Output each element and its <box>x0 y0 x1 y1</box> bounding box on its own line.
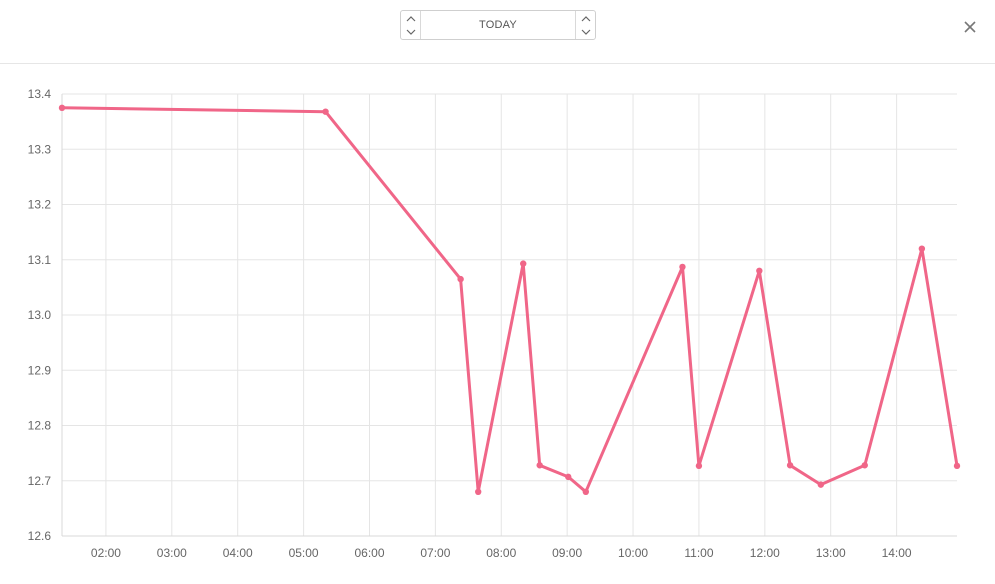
y-tick-label: 13.1 <box>28 253 52 267</box>
date-picker: TODAY <box>400 10 596 40</box>
data-point[interactable] <box>520 260 527 267</box>
data-point[interactable] <box>918 245 926 252</box>
y-tick-label: 12.9 <box>28 363 52 377</box>
data-point[interactable] <box>756 267 763 274</box>
chevron-up-icon <box>581 15 591 21</box>
x-tick-label: 12:00 <box>750 546 780 560</box>
x-tick-label: 02:00 <box>91 546 121 560</box>
data-point[interactable] <box>582 488 590 495</box>
data-point[interactable] <box>786 462 794 469</box>
left-stepper <box>401 11 421 39</box>
x-tick-label: 10:00 <box>618 546 648 560</box>
data-point[interactable] <box>953 462 961 470</box>
x-tick-label: 09:00 <box>552 546 582 560</box>
data-point[interactable] <box>457 275 464 283</box>
date-label[interactable]: TODAY <box>479 19 517 31</box>
y-tick-label: 12.7 <box>28 474 52 488</box>
data-point[interactable] <box>565 473 572 481</box>
x-tick-label: 08:00 <box>486 546 516 560</box>
x-tick-label: 07:00 <box>420 546 450 560</box>
y-tick-label: 12.8 <box>28 419 52 433</box>
x-tick-label: 11:00 <box>684 546 713 560</box>
close-icon <box>964 21 976 33</box>
data-point[interactable] <box>58 104 66 112</box>
series-layer <box>58 104 961 495</box>
chevron-down-icon <box>406 29 416 35</box>
chevron-down-icon <box>581 29 591 35</box>
x-tick-label: 05:00 <box>289 546 319 560</box>
data-point[interactable] <box>695 462 703 470</box>
data-point[interactable] <box>817 481 825 488</box>
right-step-up-button[interactable] <box>576 11 596 25</box>
y-tick-label: 13.0 <box>28 308 52 322</box>
line-chart: 12.6 12.7 12.8 12.9 13.0 13.1 13.2 13.3 13.4 02:0… <box>28 87 961 560</box>
y-tick-label: 13.3 <box>28 142 52 156</box>
right-stepper <box>575 11 595 39</box>
grid-lines <box>62 93 957 537</box>
left-step-up-button[interactable] <box>401 11 421 25</box>
y-tick-label: 13.2 <box>28 198 52 212</box>
chevron-up-icon <box>406 15 416 21</box>
axes: 12.6 12.7 12.8 12.9 13.0 13.1 13.2 13.3 13.4 02:0… <box>28 87 957 560</box>
y-tick-label: 12.6 <box>28 529 52 543</box>
x-tick-label: 13:00 <box>816 546 846 560</box>
right-step-down-button[interactable] <box>576 25 596 39</box>
x-tick-label: 04:00 <box>223 546 253 560</box>
data-point[interactable] <box>679 263 686 271</box>
data-point[interactable] <box>536 462 543 469</box>
data-point[interactable] <box>861 462 868 469</box>
x-tick-label: 06:00 <box>354 546 384 560</box>
data-point[interactable] <box>322 108 329 115</box>
left-step-down-button[interactable] <box>401 25 421 39</box>
series-line <box>60 106 959 494</box>
y-tick-label: 13.4 <box>28 87 52 101</box>
data-point[interactable] <box>475 488 482 495</box>
x-tick-label: 14:00 <box>882 546 912 560</box>
close-button[interactable] <box>959 16 981 38</box>
toolbar: TODAY <box>0 0 995 64</box>
x-tick-label: 03:00 <box>157 546 187 560</box>
